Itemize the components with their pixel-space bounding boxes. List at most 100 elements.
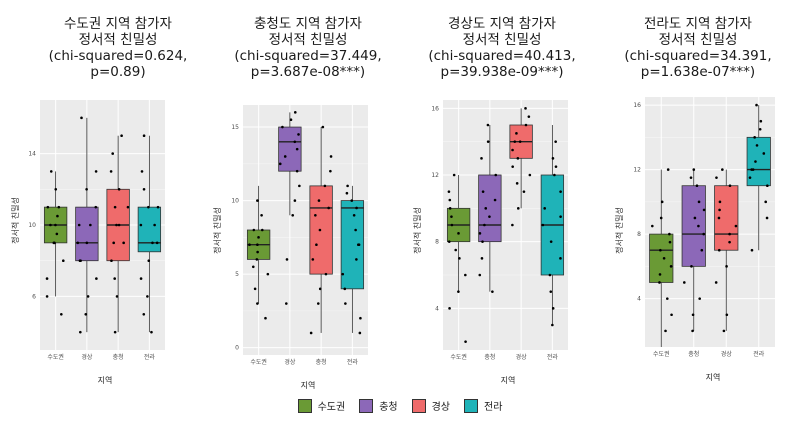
data-point — [257, 236, 260, 239]
legend-key-1 — [297, 398, 312, 413]
data-point — [117, 223, 121, 227]
data-point — [659, 248, 662, 252]
data-point — [94, 170, 98, 173]
x-tick-label: 전라 — [347, 358, 359, 366]
chart-title-1: 수도권 지역 참가자 정서적 친밀성 (chi-squared=0.624, p… — [18, 16, 218, 80]
data-point — [113, 330, 117, 334]
data-point — [260, 228, 264, 232]
y-tick-label: 5 — [235, 271, 239, 278]
data-point — [85, 187, 88, 191]
data-point — [690, 265, 693, 268]
x-tick-label: 경상 — [284, 358, 296, 366]
data-point — [766, 184, 769, 188]
x-tick-label: 충청 — [688, 350, 699, 358]
data-point — [327, 206, 330, 210]
data-point — [54, 187, 58, 191]
data-point — [352, 213, 356, 217]
data-point — [717, 216, 721, 220]
data-point — [293, 111, 297, 114]
data-point — [666, 297, 669, 300]
data-point — [151, 241, 154, 245]
box-전라 — [137, 206, 162, 253]
data-point — [718, 200, 722, 204]
data-point — [554, 140, 557, 143]
data-point — [80, 116, 83, 120]
data-point — [658, 273, 662, 276]
data-point — [278, 162, 282, 166]
data-point — [57, 205, 61, 209]
data-point — [511, 148, 514, 152]
data-point — [484, 207, 488, 210]
chart-svg-4: 4 8 12 16 수도권 충청 경상 전라 — [633, 97, 775, 358]
data-point — [248, 243, 251, 247]
legend-key-4 — [464, 398, 478, 413]
data-point — [493, 198, 497, 202]
legend-label-4: 전라 — [484, 402, 503, 413]
data-point — [84, 312, 88, 316]
legend-label-2: 충청 — [379, 402, 398, 413]
data-point — [765, 216, 769, 220]
data-point — [54, 223, 57, 227]
data-point — [553, 173, 556, 177]
legend-item-1: 수도권 — [297, 398, 346, 413]
data-point — [260, 213, 263, 217]
data-point — [285, 302, 288, 305]
data-point — [285, 258, 289, 261]
data-point — [111, 152, 115, 155]
data-point — [714, 281, 718, 284]
data-point — [697, 224, 700, 228]
data-point — [256, 250, 259, 254]
data-point — [56, 214, 59, 218]
data-point — [528, 173, 532, 177]
data-point — [79, 259, 82, 263]
chart-title-2-text: 충청도 지역 참가자 정서적 친밀성 (chi-squared=37.449, … — [234, 16, 382, 80]
data-point — [454, 248, 458, 252]
data-point — [142, 312, 146, 316]
data-point — [156, 205, 160, 209]
data-point — [329, 169, 332, 173]
data-point — [478, 232, 482, 235]
data-point — [45, 277, 49, 280]
data-point — [139, 277, 143, 280]
y-tick-label: 6 — [32, 293, 36, 300]
legend-label-1: 수도권 — [317, 402, 346, 413]
data-point — [551, 307, 555, 310]
data-point — [511, 223, 514, 227]
data-point — [77, 223, 81, 227]
data-point — [321, 125, 325, 129]
data-point — [140, 170, 144, 173]
data-point — [142, 187, 146, 191]
data-point — [298, 184, 301, 188]
legend-label-3: 경상 — [431, 402, 450, 413]
data-point — [515, 182, 519, 185]
data-point — [85, 241, 89, 245]
data-point — [549, 290, 553, 293]
data-point — [683, 281, 686, 284]
legend: 수도권 충청 경상 전라 — [0, 398, 800, 413]
x-tick-label: 충청 — [484, 353, 495, 361]
data-point — [486, 140, 490, 143]
data-point — [715, 176, 718, 179]
data-point — [725, 313, 729, 317]
data-point — [660, 200, 664, 204]
data-point — [289, 118, 293, 122]
data-point — [86, 295, 90, 298]
data-point — [315, 243, 318, 247]
chart-panel-2: 0 5 10 15 수도권 경상 충청 전라 — [231, 105, 368, 366]
box-전라 — [746, 136, 771, 187]
data-point — [344, 302, 347, 305]
data-point — [350, 199, 354, 202]
data-point — [120, 134, 123, 138]
y-tick-label: 14 — [28, 151, 36, 158]
data-point — [722, 329, 726, 333]
data-point — [293, 199, 297, 202]
legend-item-2: 충청 — [359, 398, 398, 413]
data-point — [478, 273, 482, 277]
data-point — [147, 259, 151, 263]
data-point — [522, 190, 526, 193]
data-point — [458, 257, 461, 260]
x-axis-label-3: 지역 — [500, 376, 516, 385]
y-tick-label: 12 — [633, 167, 641, 174]
y-axis-label-1: 정서적 친밀성 — [10, 197, 20, 244]
data-point — [764, 200, 768, 204]
